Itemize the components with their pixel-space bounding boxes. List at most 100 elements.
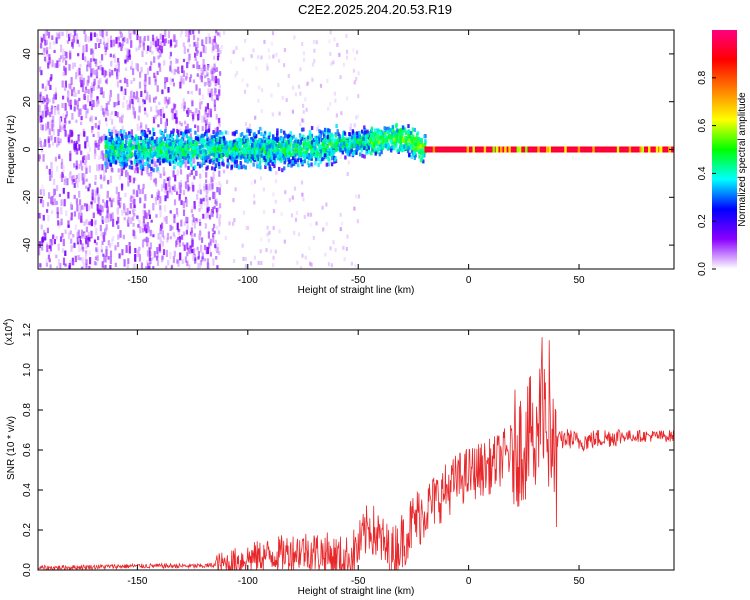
noise-cell [161,89,164,95]
band-cell [212,138,215,142]
band-cell [135,144,138,149]
band-cell [220,153,223,158]
noise-cell [38,111,41,116]
band-cell [371,137,375,142]
noise-cell [67,224,70,228]
noise-cell [62,238,65,247]
noise-cell [209,241,212,246]
band-cell [328,129,331,134]
band-cell [384,132,387,137]
band-cell [242,147,245,152]
band-cell [392,137,396,142]
noise-cell [55,37,58,44]
band-cell [421,156,424,161]
noise-cell [138,248,141,255]
noise-cell [173,199,177,206]
y-tick-label: 0.8 [22,403,33,417]
noise-cell [95,261,98,266]
band-cell [196,136,199,141]
noise-cell [153,251,156,258]
noise-cell [122,102,125,108]
noise-cell [44,232,47,241]
noise-cell [198,234,201,241]
noise-cell [52,97,55,104]
noise-cell [44,123,48,131]
band-cell [135,136,138,140]
noise-cell [78,67,81,76]
band-cell [291,159,294,164]
band-cell [267,139,270,144]
noise-cell [76,179,79,188]
noise-cell [305,82,308,87]
noise-cell [137,224,140,228]
noise-cell [181,259,184,264]
noise-cell [58,155,61,159]
band-cell [422,159,425,164]
noise-cell [69,32,72,37]
noise-cell [274,179,278,184]
noise-cell [147,263,150,269]
noise-cell [49,175,52,181]
band-cell [139,159,142,164]
band-cell [313,154,317,159]
noise-cell [59,221,62,227]
band-cell [186,142,189,147]
noise-cell [159,196,162,204]
noise-cell [136,63,139,70]
noise-cell [45,258,48,266]
band-cell [209,143,212,148]
noise-cell [90,219,93,227]
band-cell [294,153,297,158]
noise-cell [287,73,290,78]
noise-cell [152,155,155,161]
noise-cell [61,80,64,88]
band-cell [318,133,321,138]
noise-cell [111,129,114,133]
line-speckle [641,146,644,153]
band-cell [208,138,211,143]
noise-cell [109,265,112,269]
noise-cell [179,169,183,175]
noise-cell [151,257,154,261]
noise-cell [165,105,168,109]
noise-cell [67,91,70,98]
band-cell [254,152,257,157]
noise-cell [110,237,114,246]
band-cell [105,142,108,147]
band-cell [268,131,271,136]
band-cell [378,129,381,134]
band-cell [347,137,351,142]
band-cell [140,154,144,159]
band-cell [358,135,362,139]
noise-cell [43,142,46,148]
noise-cell [232,198,235,203]
noise-cell [192,184,195,192]
noise-cell [47,80,50,86]
noise-cell [198,64,201,70]
noise-cell [91,126,94,130]
noise-cell [210,69,213,75]
band-cell [297,142,300,147]
noise-cell [43,229,46,236]
band-cell [170,146,174,151]
band-cell [165,146,169,151]
noise-cell [193,248,196,255]
noise-cell [195,218,199,224]
noise-cell [152,162,155,168]
band-cell [205,142,209,147]
noise-cell [101,220,104,224]
band-cell [294,139,297,144]
noise-cell [154,96,158,100]
noise-cell [211,228,214,232]
noise-cell [137,215,140,221]
noise-cell [274,199,277,204]
noise-cell [187,39,190,43]
band-cell [258,126,262,131]
noise-cell [207,263,210,269]
line-speckle [432,146,436,153]
noise-cell [125,245,128,253]
noise-cell [102,91,105,98]
band-cell [205,129,208,134]
noise-cell [155,36,158,42]
band-cell [273,164,276,169]
